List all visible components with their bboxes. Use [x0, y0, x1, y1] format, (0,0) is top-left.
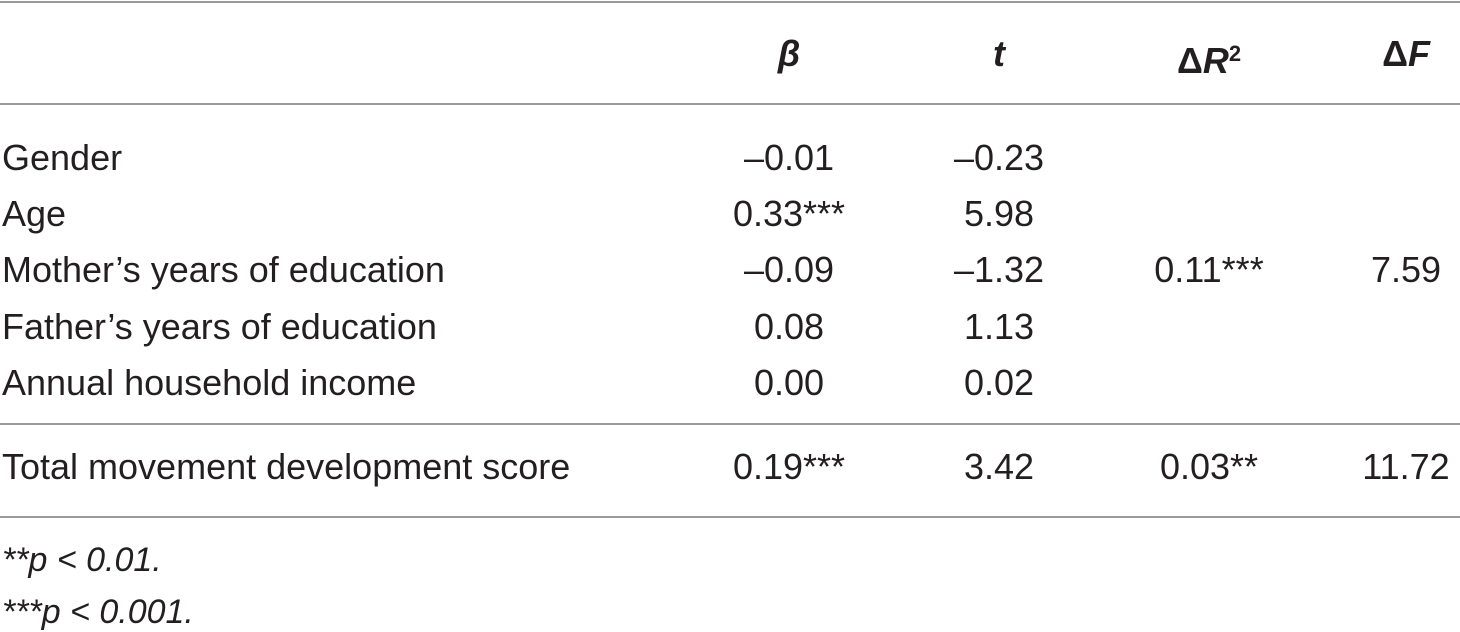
header-t: t — [879, 34, 1119, 74]
header-delta-r2-var: R — [1202, 40, 1229, 81]
row-label: Annual household income — [2, 362, 417, 403]
row-beta: –0.01 — [743, 137, 835, 178]
row-beta: –0.09 — [743, 249, 835, 290]
row-t: –1.32 — [953, 249, 1045, 290]
row-label: Mother’s years of education — [2, 249, 445, 290]
row-t: –0.23 — [953, 137, 1045, 178]
header-beta-text: β — [777, 33, 801, 74]
top-rule — [0, 1, 1460, 3]
row-label: Total movement development score — [2, 446, 571, 487]
row-beta: 0.19*** — [732, 446, 846, 487]
bottom-rule — [0, 516, 1460, 518]
row-delta-f: 7.59 — [1370, 249, 1442, 290]
header-beta: β — [669, 34, 909, 74]
row-t: 5.98 — [963, 193, 1035, 234]
header-rule — [0, 103, 1460, 105]
note-p0001: ***p < 0.001. — [2, 593, 194, 631]
section-rule — [0, 423, 1460, 425]
header-delta-f-delta: Δ — [1382, 33, 1408, 74]
row-label: Age — [2, 193, 67, 234]
row-delta-r2: 0.11*** — [1154, 249, 1264, 290]
row-t: 1.13 — [963, 306, 1035, 347]
row-delta-f: 11.72 — [1362, 446, 1450, 487]
row-beta: 0.00 — [753, 362, 825, 403]
row-t: 0.02 — [963, 362, 1035, 403]
row-t: 3.42 — [963, 446, 1035, 487]
header-delta-f-var: F — [1407, 33, 1430, 74]
header-delta-r2-delta: Δ — [1176, 40, 1203, 81]
row-beta: 0.33*** — [732, 193, 846, 234]
row-delta-r2: 0.03** — [1159, 446, 1259, 487]
header-delta-f: ΔF — [1286, 34, 1460, 74]
header-t-text: t — [993, 33, 1005, 74]
row-label: Gender — [2, 137, 123, 178]
note-p001: **p < 0.01. — [2, 541, 162, 579]
header-delta-r2-sup: 2 — [1228, 41, 1242, 66]
row-beta: 0.08 — [753, 306, 825, 347]
header-delta-r2: ΔR2 — [1089, 34, 1329, 81]
row-label: Father’s years of education — [2, 306, 437, 347]
